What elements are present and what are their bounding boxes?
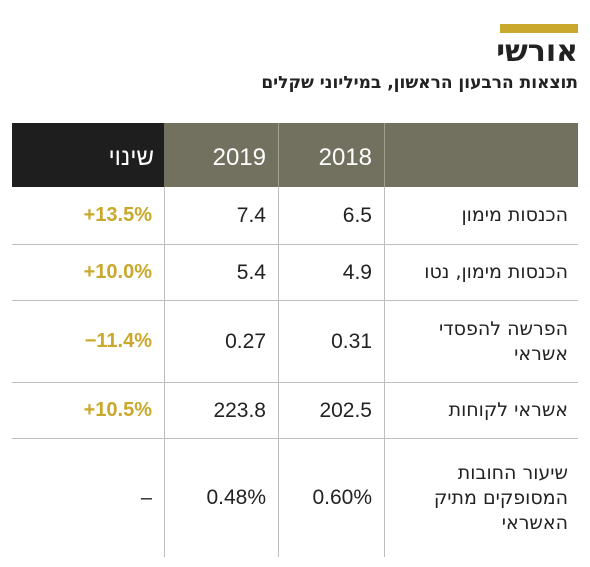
value-2019-cell: 0.48% bbox=[206, 486, 266, 509]
change-cell: +10.0% bbox=[83, 261, 152, 283]
change-cell: – bbox=[140, 486, 152, 509]
value-2018-cell: 0.31 bbox=[331, 329, 372, 353]
header-change: שינוי bbox=[12, 123, 164, 187]
value-2019-cell: 0.27 bbox=[225, 329, 266, 353]
header-2018: 2018 bbox=[278, 123, 384, 187]
header-label bbox=[384, 123, 578, 187]
row-label: שיעור החובות המסופקים מתיק האשראי bbox=[433, 461, 568, 534]
change-cell: −11.4% bbox=[84, 330, 152, 352]
table-row: +10.0% 5.4 4.9 הכנסות מימון, נטו bbox=[12, 245, 578, 301]
row-label: הכנסות מימון, נטו bbox=[424, 261, 568, 283]
header-2019: 2019 bbox=[164, 123, 278, 187]
value-2019-cell: 7.4 bbox=[236, 203, 266, 227]
value-2019-cell: 5.4 bbox=[236, 260, 266, 284]
table-row: +10.5% 223.8 202.5 אשראי לקוחות bbox=[12, 383, 578, 439]
value-2018-cell: 4.9 bbox=[342, 260, 372, 284]
results-table: שינוי 2019 2018 +13.5% 7.4 6.5 הכנסות מי… bbox=[12, 123, 578, 557]
value-2018-cell: 0.60% bbox=[312, 486, 372, 509]
change-cell: +13.5% bbox=[83, 204, 152, 226]
row-label: אשראי לקוחות bbox=[448, 399, 568, 421]
page-title: אורשי bbox=[496, 34, 578, 69]
table-row: +13.5% 7.4 6.5 הכנסות מימון bbox=[12, 187, 578, 245]
value-2018-cell: 6.5 bbox=[342, 203, 372, 227]
row-label: הפרשה להפסדי אשראי bbox=[439, 317, 568, 365]
value-2019-cell: 223.8 bbox=[213, 398, 266, 422]
accent-bar bbox=[500, 24, 578, 33]
table-row: −11.4% 0.27 0.31 הפרשה להפסדי אשראי bbox=[12, 301, 578, 383]
change-cell: +10.5% bbox=[83, 399, 152, 421]
page-subtitle: תוצאות הרבעון הראשון, במיליוני שקלים bbox=[261, 73, 578, 93]
value-2018-cell: 202.5 bbox=[319, 398, 372, 422]
table-row: – 0.48% 0.60% שיעור החובות המסופקים מתיק… bbox=[12, 439, 578, 557]
table-header-row: שינוי 2019 2018 bbox=[12, 123, 578, 187]
row-label: הכנסות מימון bbox=[461, 204, 568, 226]
